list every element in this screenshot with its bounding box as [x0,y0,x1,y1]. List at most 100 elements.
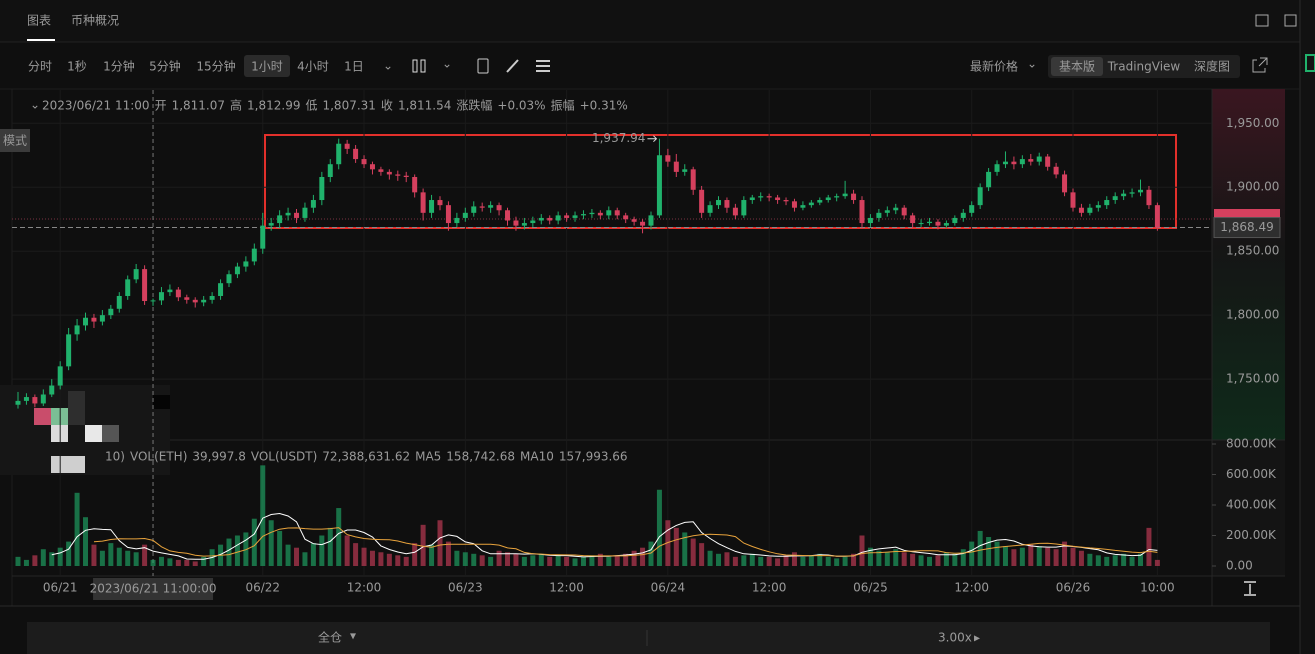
scale-icon[interactable] [1244,581,1256,596]
active-tab-underline [27,39,55,41]
volume-bar [251,518,257,566]
volume-bar [142,544,148,566]
volume-bar [918,555,924,566]
candle-body [1019,159,1025,165]
candle-body [277,215,283,224]
volume-bar [344,535,350,566]
legend-text: 10) [105,450,125,464]
candle-body [910,215,916,224]
volume-bar [935,555,941,566]
volume-bar [125,550,131,566]
candle-body [690,169,696,190]
volume-bar [277,530,283,566]
volume-bar [1019,547,1025,566]
view-option[interactable]: 深度图 [1194,59,1230,74]
candle-body [1154,205,1160,228]
volume-bar [445,541,451,566]
candle-body [471,206,477,213]
draw-icon[interactable] [506,59,519,73]
x-tick-label: 12:00 [549,581,584,595]
tab[interactable]: 图表 [27,14,51,28]
settings-icon[interactable] [1284,14,1297,27]
y-tick-label: 1,950.00 [1226,116,1279,130]
volume-bar [361,547,367,566]
indicator-icon[interactable] [477,58,489,74]
dropdown-caret[interactable]: ▾ [350,629,356,643]
mode-tag[interactable] [0,129,30,152]
view-option[interactable]: TradingView [1107,60,1181,74]
volume-bar [505,552,511,566]
arrow[interactable]: ▸ [974,631,980,645]
interval[interactable]: 5分钟 [149,59,181,74]
volume-bar [1154,559,1160,566]
candle-body [260,225,266,249]
candle-body [167,289,173,293]
dropdown-caret[interactable]: ⌄ [1027,57,1037,71]
tab[interactable]: 币种概况 [71,14,119,28]
volume-bar [1112,555,1118,566]
candle-body [49,385,55,395]
leverage[interactable]: 3.00x [938,631,972,645]
candle-body [724,200,730,208]
menu-icon[interactable] [536,60,550,72]
mode-label[interactable]: 模式 [3,134,27,148]
candle-body [1129,192,1135,194]
volume-bar [910,553,916,566]
candle-body [1002,161,1008,165]
interval[interactable]: 1分钟 [103,59,135,74]
volume-bar [808,555,814,566]
view-option[interactable]: 基本版 [1059,60,1095,74]
candle-body [1146,189,1152,206]
max-arrow [647,135,658,143]
volume-bar [690,538,696,566]
volume-bar [842,556,848,566]
volume-bar [32,555,38,566]
volume-tick-label: 0.00 [1226,559,1253,573]
volume-bar [521,556,527,566]
volume-bar [234,535,240,566]
legend-text: 低 [305,99,317,113]
interval[interactable]: 15分钟 [196,59,235,74]
candle-body [91,317,97,322]
legend-text: MA10 [520,450,554,464]
candle-body [420,192,426,213]
interval[interactable]: 4小时 [297,60,329,74]
candle-body [327,164,333,177]
interval[interactable]: 1秒 [67,60,87,74]
candle-icon[interactable] [420,59,426,73]
volume-bar [201,556,207,566]
volume-bar [285,544,291,566]
fullscreen-icon[interactable] [1252,57,1268,73]
volume-bar [732,556,738,566]
window-icon[interactable] [1255,14,1269,27]
volume-bar [572,558,578,566]
candle-body [699,189,705,213]
volume-bar [167,558,173,566]
interval[interactable]: 分时 [28,60,52,74]
dropdown-caret[interactable]: ⌄ [442,57,452,71]
dropdown-caret[interactable]: ⌄ [383,59,393,73]
interval[interactable]: 1日 [344,60,364,74]
volume-bar [564,556,570,566]
volume-bar [589,555,595,566]
candle-icon[interactable] [412,59,418,73]
candle-body [454,217,460,224]
candle-body [1045,156,1051,167]
pixel [85,425,102,442]
volume-bar [580,556,586,566]
volume-bar [327,527,333,566]
price-source[interactable]: 最新价格 [970,59,1018,74]
candle-body [732,207,738,216]
x-tick-label: 06/22 [245,581,280,595]
volume-bar [851,553,857,566]
legend-text: VOL(ETH) [130,450,187,464]
candle-body [243,261,249,267]
volume-bar [150,559,156,566]
collapse-caret[interactable]: ⌄ [30,98,40,112]
candle-body [521,223,527,226]
legend-text: 39,997.8 [192,450,245,464]
margin-mode[interactable]: 全仓 [318,630,342,645]
volume-bar [775,558,781,566]
interval[interactable]: 1小时 [251,60,283,74]
volume-bar [83,517,89,566]
